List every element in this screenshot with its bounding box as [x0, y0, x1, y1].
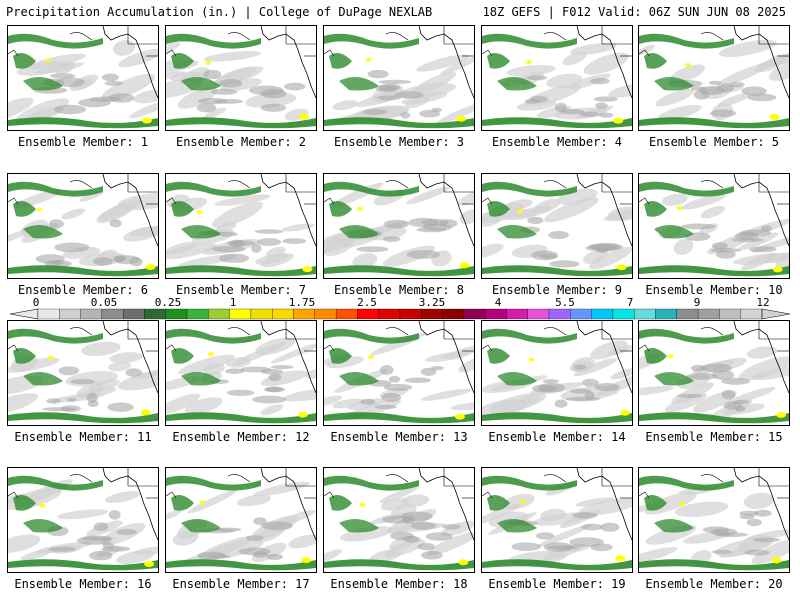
colorbar-swatch	[335, 308, 358, 320]
colorbar-swatch	[634, 308, 656, 320]
colorbar-scale	[9, 308, 791, 320]
precip-map	[638, 25, 790, 131]
panel-label: Ensemble Member: 1	[17, 135, 149, 149]
colorbar: 0 0.05 0.25 1 1.75 2.5 3.25 4 5.5 7 9 12	[0, 296, 800, 322]
panel-label: Ensemble Member: 19	[488, 577, 626, 591]
precip-map	[7, 173, 159, 279]
colorbar-swatch	[548, 308, 571, 320]
precip-map	[165, 25, 317, 131]
colorbar-swatch	[165, 308, 188, 320]
colorbar-swatch	[314, 308, 337, 320]
colorbar-swatch	[719, 308, 741, 320]
colorbar-swatch	[37, 308, 60, 320]
panel-label: Ensemble Member: 16	[14, 577, 152, 591]
colorbar-swatch	[655, 308, 677, 320]
colorbar-swatch	[293, 308, 315, 320]
colorbar-swatch	[101, 308, 124, 320]
panel-label: Ensemble Member: 2	[175, 135, 307, 149]
colorbar-swatch	[123, 308, 145, 320]
panel-label: Ensemble Member: 15	[645, 430, 783, 444]
precip-map	[638, 467, 790, 573]
precip-map	[165, 467, 317, 573]
colorbar-max-arrow	[761, 308, 791, 320]
colorbar-swatch	[250, 308, 273, 320]
precip-map	[638, 173, 790, 279]
colorbar-swatch	[676, 308, 699, 320]
precip-map	[165, 173, 317, 279]
colorbar-swatch	[186, 308, 209, 320]
colorbar-tick-label: 5.5	[555, 296, 575, 309]
panel-label: Ensemble Member: 8	[333, 283, 465, 297]
panel-label: Ensemble Member: 18	[330, 577, 468, 591]
precip-map	[165, 320, 317, 426]
colorbar-swatch	[527, 308, 550, 320]
colorbar-swatch	[612, 308, 635, 320]
panel-label: Ensemble Member: 5	[648, 135, 780, 149]
colorbar-tick-label: 3.25	[418, 296, 446, 309]
precip-map	[481, 467, 633, 573]
colorbar-swatch	[357, 308, 379, 320]
panel-label: Ensemble Member: 4	[491, 135, 623, 149]
model-run-info: 18Z GEFS | F012 Valid: 06Z SUN JUN 08 20…	[482, 5, 786, 19]
colorbar-tick-label: 0.25	[154, 296, 182, 309]
colorbar-swatch	[442, 308, 465, 320]
colorbar-tick-label: 0	[32, 296, 40, 309]
precip-map	[323, 25, 475, 131]
colorbar-swatch	[378, 308, 401, 320]
precip-map	[7, 25, 159, 131]
precip-map	[481, 25, 633, 131]
colorbar-swatch	[208, 308, 230, 320]
panel-label: Ensemble Member: 6	[17, 283, 149, 297]
colorbar-swatch	[421, 308, 443, 320]
colorbar-swatch	[740, 308, 763, 320]
header: Precipitation Accumulation (in.) | Colle…	[0, 0, 800, 22]
panel-label: Ensemble Member: 13	[330, 430, 468, 444]
colorbar-swatch	[59, 308, 81, 320]
precip-map	[323, 173, 475, 279]
colorbar-tick-labels: 0 0.05 0.25 1 1.75 2.5 3.25 4 5.5 7 9 12	[0, 296, 800, 309]
colorbar-tick-label: 2.5	[357, 296, 377, 309]
colorbar-tick-label: 12	[756, 296, 770, 309]
colorbar-tick-label: 7	[626, 296, 634, 309]
panel-label: Ensemble Member: 11	[14, 430, 152, 444]
colorbar-swatch	[485, 308, 507, 320]
colorbar-tick-label: 9	[693, 296, 701, 309]
colorbar-swatch	[570, 308, 592, 320]
panel-label: Ensemble Member: 17	[172, 577, 310, 591]
colorbar-tick-label: 1.75	[288, 296, 316, 309]
colorbar-swatch	[144, 308, 166, 320]
precip-map	[323, 320, 475, 426]
panel-label: Ensemble Member: 9	[491, 283, 623, 297]
colorbar-swatch	[272, 308, 294, 320]
colorbar-swatch	[399, 308, 422, 320]
panel-label: Ensemble Member: 3	[333, 135, 465, 149]
colorbar-swatch	[697, 308, 720, 320]
colorbar-swatch	[463, 308, 486, 320]
colorbar-min-arrow	[9, 308, 39, 320]
panel-label: Ensemble Member: 14	[488, 430, 626, 444]
colorbar-swatch	[506, 308, 528, 320]
page-title: Precipitation Accumulation (in.) | Colle…	[6, 5, 433, 19]
colorbar-swatch	[229, 308, 252, 320]
colorbar-tick-label: 4	[494, 296, 502, 309]
colorbar-tick-label: 0.05	[90, 296, 118, 309]
precip-map	[7, 320, 159, 426]
precip-map	[638, 320, 790, 426]
panel-label: Ensemble Member: 7	[175, 283, 307, 297]
colorbar-swatch	[80, 308, 103, 320]
colorbar-swatch	[591, 308, 614, 320]
precip-map	[7, 467, 159, 573]
panel-label: Ensemble Member: 10	[645, 283, 783, 297]
precip-map	[481, 320, 633, 426]
panel-label: Ensemble Member: 20	[645, 577, 783, 591]
panel-label: Ensemble Member: 12	[172, 430, 310, 444]
precip-map	[481, 173, 633, 279]
precip-map	[323, 467, 475, 573]
colorbar-tick-label: 1	[229, 296, 237, 309]
